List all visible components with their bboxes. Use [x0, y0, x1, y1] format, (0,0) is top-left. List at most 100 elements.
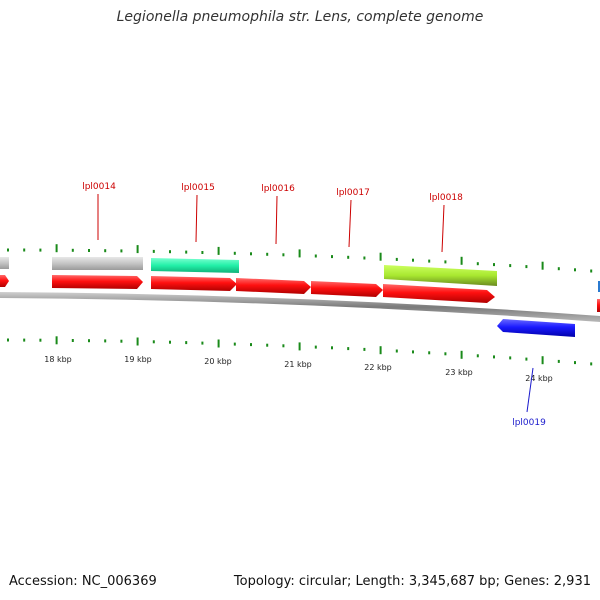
- major-tick: [217, 339, 220, 348]
- cds-arrow-lpl0014: [52, 275, 143, 289]
- minor-tick: [476, 262, 479, 266]
- major-tick: [298, 342, 301, 351]
- cds-arrow-right-edge: [597, 299, 600, 312]
- minor-tick: [331, 255, 333, 259]
- minor-tick: [476, 354, 479, 358]
- minor-tick: [412, 350, 414, 354]
- major-tick: [298, 249, 301, 258]
- minor-tick: [104, 249, 107, 253]
- minor-tick: [590, 269, 593, 273]
- ruler-label-24kbp: 24 kbp: [525, 374, 553, 383]
- minor-tick: [152, 249, 155, 253]
- minor-tick: [71, 339, 74, 342]
- ruler-label-22kbp: 22 kbp: [364, 363, 392, 372]
- major-tick: [379, 252, 382, 261]
- major-tick: [136, 337, 139, 346]
- major-tick: [541, 356, 544, 365]
- major-tick: [136, 245, 139, 254]
- minor-tick: [169, 340, 171, 344]
- ruler-label-23kbp: 23 kbp: [445, 368, 473, 377]
- minor-tick: [363, 256, 366, 260]
- major-tick: [379, 346, 382, 355]
- genome-summary-text: Topology: circular; Length: 3,345,687 bp…: [233, 574, 591, 589]
- minor-tick: [233, 251, 236, 255]
- minor-tick: [88, 249, 90, 252]
- ruler-label-20kbp: 20 kbp: [204, 357, 232, 366]
- gene-label-lpl0014: lpl0014: [82, 182, 116, 192]
- minor-tick: [250, 252, 252, 256]
- leader-lpl0018: [441, 204, 445, 253]
- minor-tick: [347, 347, 350, 351]
- minor-tick: [23, 338, 26, 342]
- gray-feature-left-edge: [0, 257, 9, 269]
- minor-tick: [493, 355, 495, 359]
- major-tick: [541, 261, 544, 270]
- leader-lpl0019: [526, 367, 534, 413]
- leader-lpl0016: [275, 195, 278, 245]
- minor-tick: [347, 255, 350, 259]
- minor-tick: [412, 258, 414, 262]
- major-tick: [55, 244, 58, 253]
- lime-feature: [384, 265, 497, 286]
- cds-arrow-lpl0017: [311, 281, 383, 297]
- major-tick: [217, 246, 220, 255]
- gene-label-lpl0018: lpl0018: [429, 193, 463, 203]
- minor-tick: [493, 263, 495, 267]
- leader-lpl0015: [195, 194, 198, 243]
- minor-tick: [104, 339, 107, 343]
- major-tick: [460, 350, 463, 359]
- minor-tick: [266, 252, 269, 256]
- minor-tick: [395, 349, 398, 353]
- lower-tick-marks: [7, 336, 593, 366]
- teal-feature: [151, 258, 239, 273]
- ruler-labels: 18 kbp 19 kbp 20 kbp 21 kbp 22 kbp 23 kb…: [44, 355, 553, 383]
- minor-tick: [557, 359, 560, 363]
- gray-feature: [52, 257, 143, 270]
- minor-tick: [23, 248, 26, 252]
- minor-tick: [428, 259, 431, 263]
- cds-arrow-lpl0019: [497, 319, 575, 337]
- ruler-label-19kbp: 19 kbp: [124, 355, 152, 364]
- cds-arrow-lpl0016: [236, 278, 311, 294]
- ruler-label-18kbp: 18 kbp: [44, 355, 72, 364]
- major-tick: [460, 256, 463, 265]
- minor-tick: [88, 339, 90, 343]
- minor-tick: [557, 267, 560, 271]
- gene-label-lpl0015: lpl0015: [181, 183, 215, 193]
- minor-tick: [266, 343, 269, 347]
- minor-tick: [7, 338, 9, 342]
- minor-tick: [509, 264, 512, 268]
- minor-tick: [282, 253, 285, 257]
- minor-tick: [120, 339, 123, 343]
- minor-tick: [185, 341, 188, 345]
- accession-text: Accession: NC_006369: [9, 574, 157, 589]
- minor-tick: [428, 351, 431, 355]
- gene-label-lpl0017: lpl0017: [336, 188, 370, 198]
- minor-tick: [233, 342, 236, 346]
- minor-tick: [509, 356, 512, 360]
- leader-lpl0017: [348, 199, 352, 248]
- gene-labels: lpl0014 lpl0015 lpl0016 lpl0017 lpl0018 …: [82, 182, 546, 428]
- minor-tick: [444, 352, 447, 356]
- minor-tick: [590, 362, 593, 366]
- cds-arrow-lpl0015: [151, 276, 237, 291]
- ruler-label-21kbp: 21 kbp: [284, 360, 312, 369]
- minor-tick: [574, 268, 576, 272]
- minor-tick: [314, 345, 317, 349]
- feature-track-outer: [0, 257, 497, 286]
- gene-label-leaders: [97, 194, 534, 413]
- minor-tick: [444, 260, 447, 264]
- minor-tick: [250, 343, 252, 347]
- genome-title: Legionella pneumophila str. Lens, comple…: [116, 9, 484, 25]
- minor-tick: [185, 250, 188, 254]
- major-tick: [55, 336, 58, 345]
- minor-tick: [39, 248, 42, 252]
- minor-tick: [574, 361, 576, 365]
- gene-label-lpl0019: lpl0019: [512, 418, 546, 428]
- upper-tick-marks: [7, 244, 593, 273]
- gene-label-lpl0016: lpl0016: [261, 184, 295, 194]
- minor-tick: [201, 341, 204, 345]
- minor-tick: [314, 254, 317, 258]
- genome-backbone: [0, 292, 600, 322]
